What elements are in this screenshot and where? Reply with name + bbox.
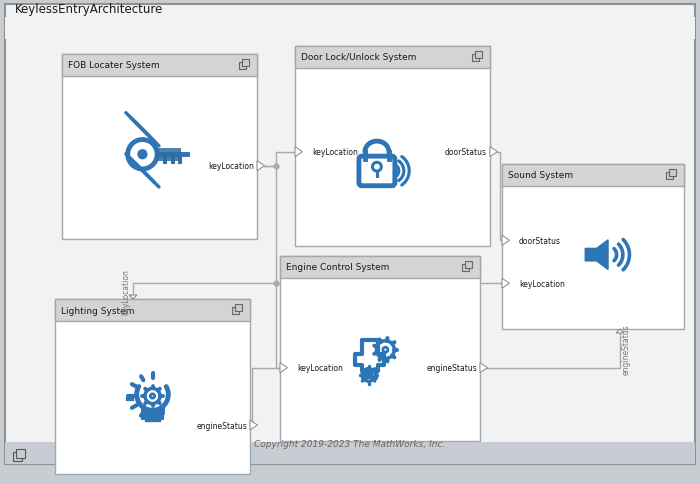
Text: Sound System: Sound System — [508, 171, 573, 180]
Circle shape — [138, 151, 147, 159]
Polygon shape — [129, 295, 137, 300]
Bar — [235, 304, 242, 311]
Bar — [295, 47, 490, 69]
Text: keyLocation: keyLocation — [312, 148, 358, 157]
Text: Door Lock/Unlock System: Door Lock/Unlock System — [301, 53, 416, 62]
Bar — [472, 55, 479, 62]
Bar — [155, 148, 181, 162]
Bar — [55, 300, 250, 321]
Bar — [62, 55, 257, 240]
Text: keyLocation: keyLocation — [208, 162, 254, 171]
Bar — [62, 55, 257, 77]
Bar — [295, 47, 490, 246]
Bar — [232, 307, 239, 314]
Bar — [669, 170, 676, 177]
Polygon shape — [585, 241, 608, 270]
Bar — [144, 415, 162, 418]
Polygon shape — [490, 147, 498, 157]
Text: engineStatus: engineStatus — [196, 421, 247, 430]
Bar — [144, 412, 162, 415]
Text: Lighting System: Lighting System — [61, 306, 134, 315]
Bar — [475, 52, 482, 59]
Polygon shape — [250, 420, 258, 430]
Bar — [242, 60, 249, 67]
Text: doorStatus: doorStatus — [519, 236, 561, 245]
Text: FOB Locater System: FOB Locater System — [68, 61, 160, 70]
Text: engineStatus: engineStatus — [622, 323, 631, 374]
Bar — [502, 165, 684, 187]
Polygon shape — [280, 363, 288, 373]
Bar — [280, 257, 480, 441]
Polygon shape — [616, 329, 624, 333]
Text: KeylessEntryArchitecture: KeylessEntryArchitecture — [15, 3, 163, 16]
Bar — [5, 18, 695, 40]
Text: Copyright 2019-2023 The MathWorks, Inc.: Copyright 2019-2023 The MathWorks, Inc. — [254, 439, 446, 449]
Text: keyLocation: keyLocation — [122, 269, 130, 315]
Polygon shape — [502, 279, 510, 288]
Bar — [144, 418, 160, 422]
Text: keyLocation: keyLocation — [297, 363, 343, 372]
Bar — [5, 442, 695, 464]
Bar — [16, 449, 25, 458]
Bar — [465, 261, 472, 269]
Bar — [13, 452, 22, 461]
Text: keyLocation: keyLocation — [519, 279, 565, 288]
Text: Engine Control System: Engine Control System — [286, 263, 389, 272]
Polygon shape — [295, 147, 302, 157]
Polygon shape — [480, 363, 487, 373]
Bar — [239, 63, 246, 70]
Text: doorStatus: doorStatus — [445, 148, 487, 157]
Bar — [55, 300, 250, 474]
Polygon shape — [257, 161, 265, 171]
Bar — [280, 257, 480, 278]
Text: engineStatus: engineStatus — [426, 363, 477, 372]
Bar — [502, 165, 684, 329]
Polygon shape — [502, 236, 510, 246]
Bar — [462, 264, 469, 272]
Bar — [666, 173, 673, 180]
